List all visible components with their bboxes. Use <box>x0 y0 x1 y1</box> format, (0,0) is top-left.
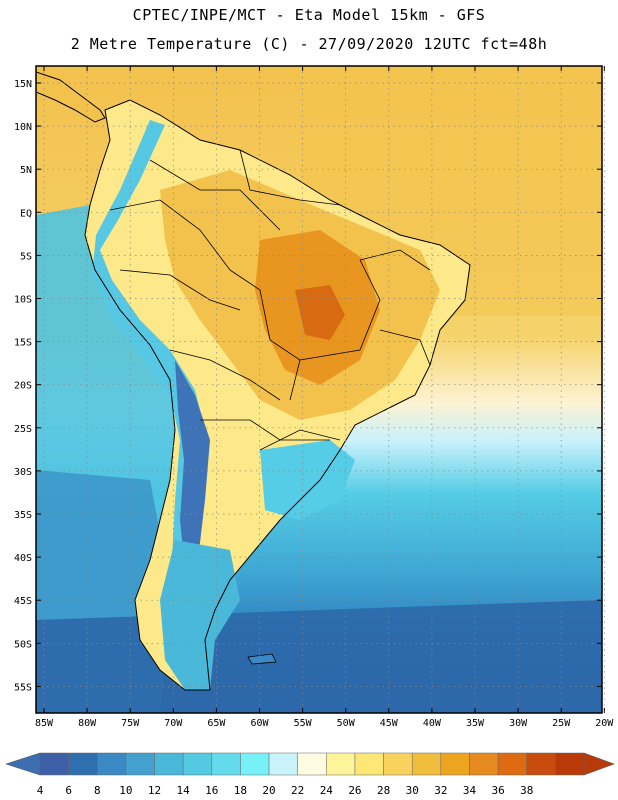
longitude-label: 65W <box>207 718 226 729</box>
longitude-label: 25W <box>552 718 571 729</box>
colorbar-swatch <box>440 752 470 776</box>
colorbar-label: 34 <box>463 784 477 797</box>
coastline <box>84 99 471 691</box>
latitude-label: 10N <box>14 122 32 133</box>
colorbar-label: 24 <box>320 784 334 797</box>
central-america <box>36 71 106 123</box>
colorbar-swatch <box>268 752 298 776</box>
colorbar-swatch <box>97 752 127 776</box>
latitude-label: EQ <box>20 208 32 219</box>
colorbar-swatch <box>354 752 384 776</box>
longitude-label: 50W <box>337 718 356 729</box>
colorbar-swatch <box>154 752 184 776</box>
latitude-label: 50S <box>14 639 32 650</box>
longitude-label: 35W <box>466 718 485 729</box>
colorbar-label: 26 <box>348 784 361 797</box>
colorbar-label: 30 <box>406 784 419 797</box>
latitude-label: 15N <box>14 79 32 90</box>
south-brazil-cool <box>260 440 355 520</box>
colorbar-swatch <box>211 752 241 776</box>
title-model: CPTEC/INPE/MCT - Eta Model 15km - GFS <box>132 6 486 24</box>
longitude-label: 80W <box>78 718 97 729</box>
colorbar-swatch <box>125 752 155 776</box>
colorbar-label: 32 <box>434 784 447 797</box>
colorbar-label: 18 <box>234 784 247 797</box>
latitude-label: 5S <box>20 251 32 262</box>
latitude-label: 5N <box>20 165 32 176</box>
longitude-label: 75W <box>121 718 140 729</box>
longitude-label: 55W <box>294 718 313 729</box>
colorbar-low-arrow <box>5 752 41 776</box>
longitude-label: 20W <box>595 718 614 729</box>
latitude-label: 30S <box>14 467 32 478</box>
colorbar-swatch <box>555 752 585 776</box>
colorbar-swatch <box>68 752 98 776</box>
patagonia-cool <box>160 540 240 690</box>
colorbar-swatch <box>240 752 270 776</box>
colorbar-label: 16 <box>205 784 218 797</box>
latitude-label: 15S <box>14 338 32 349</box>
latitude-label: 55S <box>14 682 32 693</box>
latitude-label: 40S <box>14 553 32 564</box>
longitude-label: 45W <box>380 718 399 729</box>
colorbar-label: 4 <box>37 784 44 797</box>
latitude-labels: 15N 10N 5N EQ 5S 10S 15S 20S 25S 30S 35S 40S 45S 50S 5… <box>14 79 32 693</box>
colorbar-swatch <box>297 752 327 776</box>
longitude-label: 70W <box>164 718 183 729</box>
colorbar-label: 20 <box>262 784 275 797</box>
colorbar-label: 6 <box>65 784 72 797</box>
longitude-labels: 85W 80W 75W 70W 65W 60W 55W 50W 45W 40W 35W 30W 25W 2… <box>35 718 614 729</box>
colorbar-swatch <box>326 752 356 776</box>
colorbar-label: 28 <box>377 784 390 797</box>
andes-cold-core <box>175 360 210 580</box>
colorbar-label: 38 <box>520 784 533 797</box>
colorbar-label: 12 <box>148 784 161 797</box>
map-frame <box>35 65 603 714</box>
land-hottest-zone <box>295 285 345 340</box>
colorbar-label: 14 <box>177 784 191 797</box>
colorbar-swatch <box>39 752 69 776</box>
temperature-map: 15N 10N 5N EQ 5S 10S 15S 20S 25S 30S 35S 40S 45S 50S 5… <box>14 65 614 729</box>
graticule <box>36 66 605 713</box>
latitude-label: 35S <box>14 510 32 521</box>
latitude-label: 25S <box>14 424 32 435</box>
axis-ticks <box>36 66 605 713</box>
longitude-label: 30W <box>509 718 528 729</box>
colorbar-high-arrow <box>583 752 615 776</box>
colorbar: 4 6 8 10 12 14 16 18 20 22 24 26 28 30 32 34 36 38 <box>5 752 615 797</box>
andes-cool-ridge <box>92 120 205 600</box>
longitude-label: 40W <box>423 718 442 729</box>
colorbar-label: 22 <box>291 784 304 797</box>
longitude-label: 60W <box>250 718 269 729</box>
latitude-label: 20S <box>14 381 32 392</box>
colorbar-label: 10 <box>119 784 132 797</box>
latitude-label: 45S <box>14 596 32 607</box>
colorbar-label: 36 <box>491 784 504 797</box>
longitude-label: 85W <box>35 718 54 729</box>
title-variable: 2 Metre Temperature (C) - 27/09/2020 12U… <box>70 35 548 53</box>
colorbar-swatch <box>526 752 556 776</box>
colorbar-swatch <box>497 752 527 776</box>
colorbar-swatch <box>182 752 213 776</box>
latitude-label: 10S <box>14 295 32 306</box>
colorbar-swatch <box>411 752 442 776</box>
falkland-islands <box>247 653 277 665</box>
colorbar-label: 8 <box>94 784 101 797</box>
colorbar-swatch <box>469 752 499 776</box>
colorbar-swatch <box>383 752 413 776</box>
country-borders <box>109 149 431 451</box>
